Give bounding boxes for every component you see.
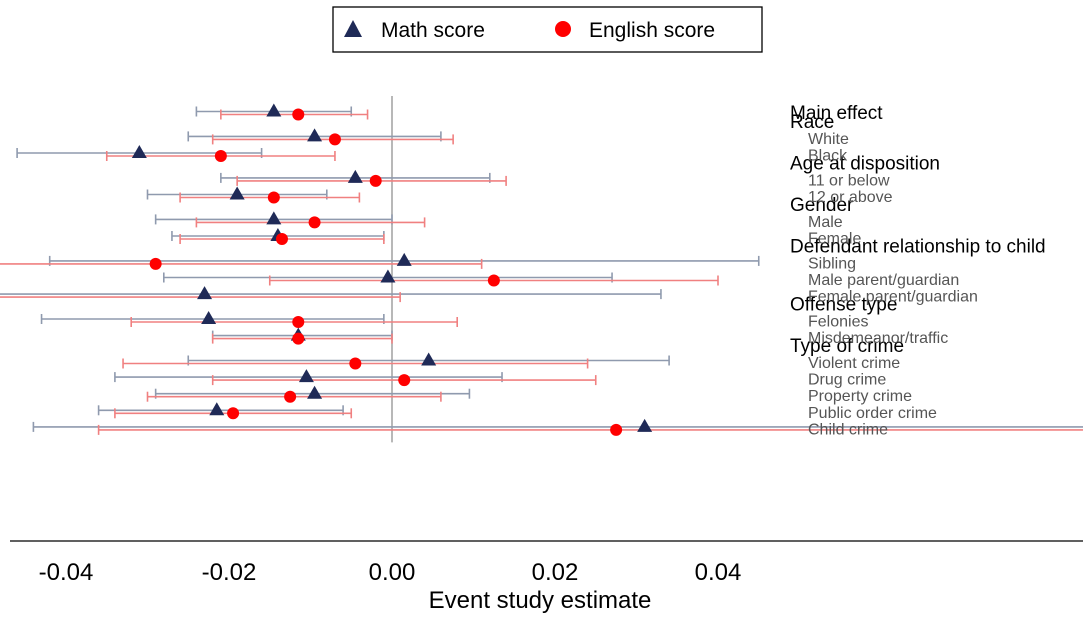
math-point [380,269,396,283]
row-label: Misdemeanor/traffic [808,330,948,347]
x-tick-label: -0.04 [39,559,94,586]
x-tick-label: 0.00 [369,559,416,586]
row-label: Felonies [808,314,868,331]
row-label: Property crime [808,388,912,405]
row-label: Female [808,231,861,248]
legend-english-marker [555,21,571,37]
english-point [292,332,305,345]
x-tick-label: 0.04 [695,559,742,586]
row-label: Violent crime [808,355,900,372]
english-point [398,374,411,387]
row-label: Drug crime [808,372,886,389]
row-label: White [808,131,849,148]
plot-area [0,96,1083,443]
math-point [307,128,323,142]
math-point [229,186,245,200]
english-point [292,316,305,328]
math-point [421,352,437,366]
legend-math-label: Math score [381,19,485,42]
legend-math-marker [344,20,362,37]
math-point [307,385,323,399]
group-label: Race [790,112,834,133]
row-label: Sibling [808,255,856,272]
x-tick-label: 0.02 [532,559,579,586]
x-axis: -0.06-0.04-0.020.000.020.04 [10,540,1083,586]
english-point [275,233,288,245]
math-point [266,211,282,225]
group-label: Gender [790,195,854,216]
row-label: Female parent/guardian [808,289,978,306]
english-point [349,357,362,370]
english-point [308,216,321,229]
row-label: Male parent/guardian [808,272,959,289]
group-label: Defendant relationship to child [790,236,1046,257]
row-label: Black [808,148,848,165]
math-point [347,169,363,183]
math-point [298,369,314,383]
row-label: Male [808,214,843,231]
math-point [201,311,217,324]
english-point [149,257,162,270]
legend-box [332,6,763,53]
group-label: Age at disposition [790,153,940,174]
math-point [209,402,225,416]
x-axis-title: Event study estimate [429,587,652,614]
math-point [637,418,653,432]
math-point [197,286,213,300]
english-point [369,174,382,187]
row-label: Public order crime [808,405,937,422]
english-point [284,390,297,403]
english-ci-bar [0,292,401,303]
math-point [131,145,147,158]
legend-english-label: English score [589,19,715,42]
group-label: Main effect [790,103,883,124]
row-label: Child crime [808,421,888,438]
x-tick-label: -0.02 [202,559,257,586]
group-label: Offense type [790,295,897,316]
english-point [610,423,623,436]
english-point [214,150,227,162]
english-point [267,191,280,204]
group-label: Type of crime [790,336,904,357]
legend: Math score English score [332,6,763,53]
english-point [328,133,341,146]
math-point [396,252,412,266]
row-label: 11 or below [808,172,890,189]
english-point [227,407,240,420]
math-point [266,103,282,117]
english-point [292,108,305,121]
english-point [487,274,500,287]
row-label: 12 or above [808,189,893,206]
